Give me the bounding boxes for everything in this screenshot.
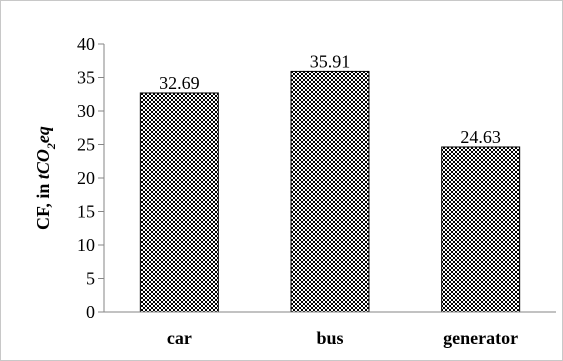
y-axis-title-unit-base: tCO — [33, 149, 53, 179]
y-tick-label: 0 — [86, 302, 95, 322]
y-tick-label: 35 — [77, 68, 95, 88]
x-tick-label-generator: generator — [443, 328, 518, 348]
x-tick-label-bus: bus — [316, 328, 343, 348]
y-tick-label: 5 — [86, 269, 95, 289]
y-axis-title: CF, in tCO2eq — [33, 126, 58, 230]
data-label-generator: 24.63 — [460, 127, 501, 147]
data-label-car: 32.69 — [159, 73, 200, 93]
y-tick-label: 15 — [77, 202, 95, 222]
y-tick-label: 10 — [77, 235, 95, 255]
x-tick-label-car: car — [167, 328, 192, 348]
data-labels: 32.69 35.91 24.63 — [159, 51, 501, 147]
y-tick-label: 25 — [77, 135, 95, 155]
y-axis-title-prefix: CF, in — [33, 179, 53, 230]
bars — [139, 70, 521, 313]
y-tick-label: 40 — [77, 34, 95, 54]
y-tick-label: 30 — [77, 101, 95, 121]
bar-car — [139, 92, 219, 313]
x-axis-labels: car bus generator — [167, 328, 518, 348]
bar-generator — [441, 146, 521, 313]
data-label-bus: 35.91 — [310, 51, 351, 71]
y-axis-ticks: 0 5 10 15 20 25 30 35 40 — [77, 34, 104, 322]
bar-bus — [290, 70, 370, 313]
y-axis-title-unit-sub: 2 — [44, 143, 58, 150]
y-axis-title-unit-suffix: eq — [33, 126, 53, 143]
y-tick-label: 20 — [77, 168, 95, 188]
